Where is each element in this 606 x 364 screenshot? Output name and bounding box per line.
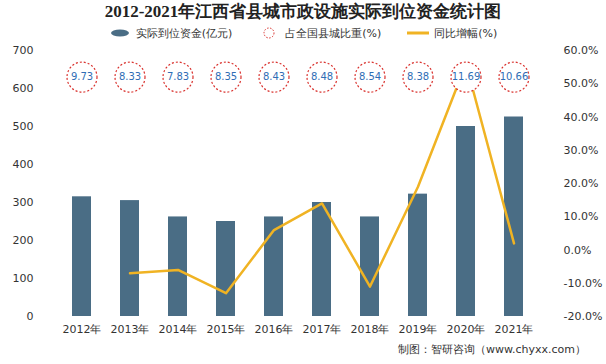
html-text:制图：智研咨询（www.chyxx.com）: 制图：智研咨询（www.chyxx.com） [398,343,586,356]
svg-text:10.0%: 10.0% [564,210,599,223]
svg-text:2018年: 2018年 [351,323,390,336]
svg-text:700: 700 [13,44,34,57]
svg-text:2021年: 2021年 [495,323,534,336]
svg-text:2014年: 2014年 [159,323,198,336]
html-text:占全国县城比重(%): 占全国县城比重(%) [285,26,382,40]
svg-text:400: 400 [13,158,34,171]
svg-text:2019年: 2019年 [399,323,438,336]
svg-text:2012年: 2012年 [63,323,102,336]
svg-text:2020年: 2020年 [447,323,486,336]
svg-text:2015年: 2015年 [207,323,246,336]
svg-text:8.48: 8.48 [311,71,333,82]
svg-text:7.83: 7.83 [167,71,189,82]
svg-text:50.0%: 50.0% [564,77,599,90]
html-text:同比增幅(%): 同比增幅(%) [434,26,498,40]
svg-text:8.54: 8.54 [359,71,381,82]
svg-text:30.0%: 30.0% [564,144,599,157]
svg-text:500: 500 [13,120,34,133]
svg-text:600: 600 [13,82,34,95]
svg-text:8.33: 8.33 [119,71,141,82]
svg-text:11.69: 11.69 [452,71,481,82]
svg-text:9.73: 9.73 [71,71,93,82]
svg-text:2013年: 2013年 [111,323,150,336]
svg-text:300: 300 [13,196,34,209]
svg-text:-20.0%: -20.0% [564,310,603,323]
svg-text:100: 100 [13,272,34,285]
svg-text:8.35: 8.35 [215,71,237,82]
svg-text:200: 200 [13,234,34,247]
svg-text:10.66: 10.66 [500,71,529,82]
svg-text:-10.0%: -10.0% [564,277,603,290]
svg-text:2017年: 2017年 [303,323,342,336]
svg-text:8.43: 8.43 [263,71,285,82]
svg-text:2016年: 2016年 [255,323,294,336]
html-text:2012-2021年江西省县城市政设施实际到位资金统计图: 2012-2021年江西省县城市政设施实际到位资金统计图 [104,2,502,21]
svg-text:60.0%: 60.0% [564,44,599,57]
svg-text:40.0%: 40.0% [564,111,599,124]
svg-text:8.38: 8.38 [407,71,429,82]
svg-text:20.0%: 20.0% [564,177,599,190]
svg-text:0: 0 [27,310,34,323]
html-text:实际到位资金(亿元): 实际到位资金(亿元) [135,26,233,40]
svg-text:0.0%: 0.0% [564,244,592,257]
